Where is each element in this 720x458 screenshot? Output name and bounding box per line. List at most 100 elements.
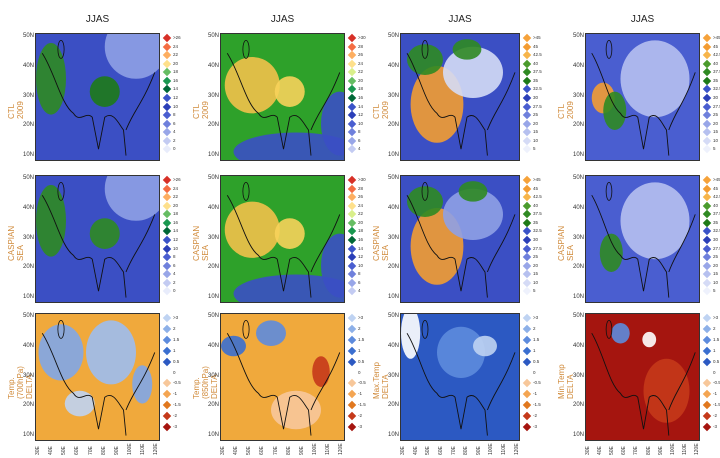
lon-tick-label: 100E — [127, 443, 134, 455]
colorbar-label: 22 — [173, 52, 179, 58]
lat-tick-label: 20N — [572, 264, 584, 271]
colorbar-label: 22 — [358, 69, 364, 75]
colorbar-label: >3 — [533, 315, 539, 320]
colorbar-swatch — [702, 68, 712, 77]
colorbar-label: 8 — [358, 129, 361, 135]
lat-tick-label: 50N — [572, 313, 584, 319]
colorbar-label: 1.5 — [173, 336, 180, 342]
colorbar-label: >45 — [533, 35, 541, 40]
lon-tick-label: 50E — [246, 446, 253, 455]
colorbar-swatch — [522, 85, 532, 94]
colorbar-swatch — [162, 252, 172, 262]
colorbar-label: >45 — [713, 177, 720, 182]
colorbar-swatch — [347, 68, 357, 77]
colorbar-swatch — [162, 85, 172, 94]
colorbar-swatch — [347, 244, 357, 253]
lon-tick-label: 50E — [609, 446, 616, 455]
colorbar-swatch — [162, 379, 172, 388]
colorbar-label: 30 — [713, 95, 719, 100]
colorbar-label: 20 — [713, 262, 719, 268]
caspian-sea-outline — [242, 319, 250, 339]
colorbar-label: 30 — [533, 95, 539, 100]
field-contour — [104, 34, 159, 79]
field-contour — [104, 176, 159, 221]
lon-tick-label: 50E — [425, 446, 432, 455]
colorbar-swatch — [702, 235, 712, 245]
colorbar-label: 10 — [713, 137, 719, 143]
row-label-line: CASPIAN — [557, 225, 566, 261]
colorbar-label: 27.5 — [713, 245, 720, 251]
lat-tick-label: 10N — [572, 294, 584, 301]
colorbar-swatch — [347, 324, 357, 334]
lat-tick-label: 10N — [572, 432, 584, 439]
coastline — [226, 194, 341, 298]
map-field — [36, 176, 159, 298]
colorbar-label: -2 — [533, 413, 538, 419]
colorbar-swatch — [162, 128, 172, 137]
colorbar-label: 2 — [713, 325, 716, 331]
map-panel — [585, 33, 700, 161]
row-label: CTL 2009 — [192, 101, 210, 119]
colorbar-label: -3 — [713, 424, 718, 430]
colorbar-swatch — [522, 379, 532, 388]
colorbar-swatch — [162, 68, 172, 77]
lon-tick-label: 40E — [48, 446, 55, 455]
caspian-sea-outline — [242, 181, 250, 201]
map-field — [401, 314, 516, 436]
colorbar-label: 2 — [173, 137, 176, 143]
caspian-sea-outline — [57, 319, 65, 339]
map-field — [221, 319, 341, 436]
lat-tick-label: 30N — [22, 372, 34, 379]
colorbar-label: 40 — [713, 202, 719, 208]
lon-tick-label: 100E — [669, 443, 676, 455]
lat-tick-label: 50N — [22, 33, 34, 39]
colorbar-swatch — [702, 252, 712, 262]
row-label-line: (850hPa) — [201, 366, 210, 399]
colorbar-label: 35 — [533, 77, 539, 83]
lon-tick-label: 40E — [233, 446, 240, 455]
lon-tick-label: 120E — [513, 443, 520, 455]
colorbar-swatch — [347, 50, 357, 60]
row-label-line: DELTA — [210, 374, 219, 399]
colorbar-swatch — [162, 102, 172, 111]
colorbar-swatch — [162, 110, 172, 120]
row-label: Temp. (700hPa) DELTA — [7, 366, 34, 399]
colorbar-label: 1.5 — [533, 336, 540, 342]
colorbar-swatch — [702, 93, 712, 103]
colorbar-swatch — [702, 110, 712, 120]
row-label-line: SEA — [16, 244, 25, 261]
field-contour — [233, 274, 344, 302]
lat-tick-label: 40N — [22, 204, 34, 211]
colorbar-swatch — [522, 50, 532, 60]
colorbar-label: -0.5 — [533, 380, 541, 386]
colorbar-label: 0.5 — [173, 358, 180, 364]
colorbar-swatch — [702, 59, 712, 68]
lat-tick-label: 30N — [22, 234, 34, 241]
colorbar-label: 37.5 — [533, 211, 542, 217]
lat-tick-label: 40N — [387, 204, 399, 211]
colorbar-label: 32.5 — [713, 86, 720, 92]
colorbar-label: 6 — [358, 279, 361, 285]
colorbar-swatch — [702, 192, 712, 202]
colorbar-label: 0 — [358, 369, 361, 375]
colorbar-label: 26 — [358, 194, 364, 200]
row-label-line: SEA — [201, 244, 210, 261]
lat-tick-label: 40N — [572, 342, 584, 349]
lon-tick-label: 60E — [259, 446, 266, 455]
colorbar-swatch — [702, 85, 712, 94]
colorbar-label: -1.5 — [173, 402, 181, 408]
colorbar-label: 16 — [358, 95, 364, 100]
colorbar-label: 18 — [358, 86, 364, 92]
field-contour — [36, 42, 66, 115]
colorbar-label: 10 — [173, 245, 179, 251]
map-panel — [585, 175, 700, 303]
colorbar-swatch — [162, 184, 172, 193]
colorbar-label: -1 — [358, 391, 363, 397]
coastline — [226, 332, 341, 436]
lat-tick-label: 30N — [207, 92, 219, 99]
colorbar-swatch — [347, 119, 357, 128]
colorbar-label: 16 — [173, 77, 179, 83]
colorbar-swatch — [522, 401, 532, 410]
colorbar-swatch — [702, 379, 712, 388]
lon-tick-label: 60E — [621, 446, 628, 455]
